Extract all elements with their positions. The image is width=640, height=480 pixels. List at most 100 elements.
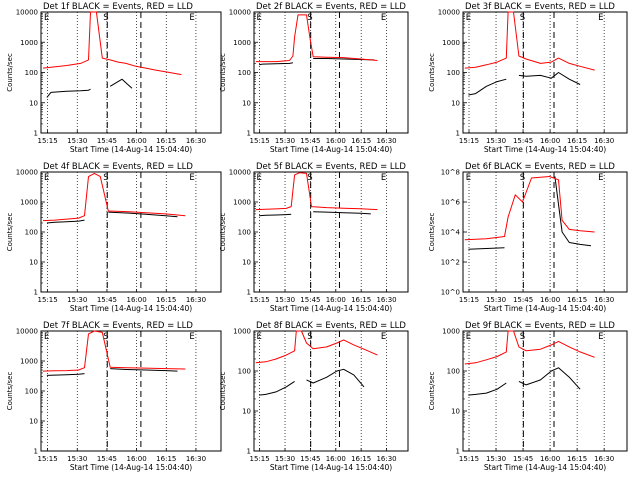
series-lld-line <box>464 176 595 241</box>
interval-marker: E <box>44 332 49 342</box>
y-tick-label: 100 <box>447 368 460 376</box>
x-axis-label: Start Time (14-Aug-14 15:04:40) <box>70 304 192 313</box>
y-tick-label: 10 <box>451 99 460 107</box>
y-tick-label: 10^4 <box>441 229 461 237</box>
x-tick-label: 15:45 <box>513 296 533 304</box>
plot-frame <box>40 330 222 452</box>
panel-title: Det 5f BLACK = Events, RED = LLD <box>256 162 406 172</box>
y-axis-label: Counts/sec <box>6 372 14 411</box>
panel-title: Det 1f BLACK = Events, RED = LLD <box>43 2 193 12</box>
y-tick-label: 1000 <box>233 199 251 207</box>
y-axis-label: Counts/sec <box>219 213 227 252</box>
x-tick-label: 16:15 <box>156 137 176 145</box>
y-tick-label: 10^2 <box>441 259 460 267</box>
y-tick-label: 100 <box>25 388 38 396</box>
x-axis-label: Start Time (14-Aug-14 15:04:40) <box>270 463 392 472</box>
x-tick-label: 15:15 <box>459 137 479 145</box>
y-axis-label: Counts/sec <box>219 53 227 92</box>
x-tick-label: 15:30 <box>67 455 87 463</box>
interval-marker: E <box>257 173 262 183</box>
y-tick-label: 10 <box>242 99 251 107</box>
x-tick-label: 16:00 <box>326 455 346 463</box>
panel-title: Det 6f BLACK = Events, RED = LLD <box>465 162 615 172</box>
x-tick-label: 15:45 <box>513 137 533 145</box>
y-tick-label: 10000 <box>16 328 38 336</box>
x-tick-label: 15:30 <box>275 296 295 304</box>
y-tick-label: 1000 <box>442 39 460 47</box>
x-tick-label: 16:30 <box>376 455 396 463</box>
y-tick-label: 10 <box>29 418 38 426</box>
y-tick-label: 10 <box>29 259 38 267</box>
x-tick-label: 15:30 <box>486 296 506 304</box>
y-tick-label: 10000 <box>16 169 38 177</box>
y-tick-label: 100 <box>25 229 38 237</box>
series-lld-line <box>42 172 186 222</box>
y-tick-label: 1 <box>34 130 38 138</box>
x-tick-label: 16:30 <box>594 296 614 304</box>
y-tick-label: 100 <box>238 368 251 376</box>
series-events-line <box>46 78 133 98</box>
panel-title: Det 2f BLACK = Events, RED = LLD <box>256 2 406 12</box>
y-tick-label: 1000 <box>20 199 38 207</box>
plot-frame <box>40 171 222 293</box>
panel-title: Det 9f BLACK = Events, RED = LLD <box>465 321 615 331</box>
x-tick-label: 16:00 <box>540 296 560 304</box>
x-axis-label: Start Time (14-Aug-14 15:04:40) <box>70 145 192 154</box>
series-events-line <box>468 367 581 396</box>
x-tick-label: 15:15 <box>250 137 270 145</box>
x-tick-label: 16:00 <box>540 137 560 145</box>
x-tick-label: 15:15 <box>37 296 57 304</box>
interval-marker: E <box>466 13 471 23</box>
y-tick-label: 1000 <box>20 358 38 366</box>
x-tick-label: 16:30 <box>376 137 396 145</box>
x-tick-label: 15:15 <box>250 296 270 304</box>
y-axis-label: Counts/sec <box>428 53 436 92</box>
x-tick-label: 15:30 <box>67 137 87 145</box>
y-tick-label: 100 <box>238 229 251 237</box>
interval-marker: E <box>257 13 262 23</box>
x-tick-label: 16:15 <box>156 455 176 463</box>
interval-marker: S <box>520 173 525 183</box>
x-axis-label: Start Time (14-Aug-14 15:04:40) <box>484 463 606 472</box>
x-tick-label: 15:30 <box>67 296 87 304</box>
y-tick-label: 1000 <box>233 328 251 336</box>
y-tick-label: 10000 <box>438 9 460 17</box>
series-events-line <box>468 176 592 250</box>
x-tick-label: 16:15 <box>351 455 371 463</box>
interval-marker: S <box>307 332 312 342</box>
y-tick-label: 1000 <box>20 39 38 47</box>
y-tick-label: 10 <box>451 408 460 416</box>
series-events-line <box>259 368 365 396</box>
plot-frame <box>462 171 628 293</box>
series-events-line <box>468 72 581 96</box>
x-tick-label: 15:15 <box>250 455 270 463</box>
x-tick-label: 16:30 <box>186 137 206 145</box>
series-lld-line <box>42 11 182 76</box>
x-tick-label: 15:45 <box>300 455 320 463</box>
x-tick-label: 16:30 <box>594 455 614 463</box>
interval-marker: E <box>598 13 603 23</box>
x-tick-label: 15:45 <box>300 296 320 304</box>
y-tick-label: 10000 <box>229 9 251 17</box>
x-tick-label: 16:30 <box>186 455 206 463</box>
x-tick-label: 16:00 <box>127 455 147 463</box>
y-tick-label: 100 <box>238 69 251 77</box>
x-tick-label: 15:45 <box>97 455 117 463</box>
interval-marker: S <box>103 173 108 183</box>
plot-frame <box>40 11 222 134</box>
y-tick-label: 10000 <box>229 169 251 177</box>
interval-marker: E <box>189 13 194 23</box>
interval-marker: S <box>520 332 525 342</box>
panel-title: Det 4f BLACK = Events, RED = LLD <box>43 162 193 172</box>
y-tick-label: 1 <box>456 448 460 456</box>
x-tick-label: 15:45 <box>97 296 117 304</box>
y-tick-label: 1 <box>456 130 460 138</box>
x-tick-label: 16:15 <box>567 455 587 463</box>
plot-frame <box>253 330 409 452</box>
y-tick-label: 1 <box>247 289 251 297</box>
